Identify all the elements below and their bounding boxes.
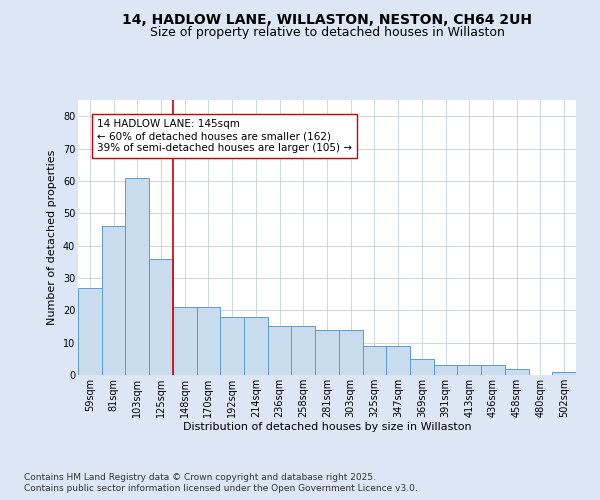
Text: 14, HADLOW LANE, WILLASTON, NESTON, CH64 2UH: 14, HADLOW LANE, WILLASTON, NESTON, CH64… (122, 12, 532, 26)
Bar (173, 307, 197, 375)
Bar (315, 330, 339, 375)
Text: Size of property relative to detached houses in Willaston: Size of property relative to detached ho… (149, 26, 505, 39)
Text: Contains public sector information licensed under the Open Government Licence v3: Contains public sector information licen… (24, 484, 418, 493)
Bar (434, 366, 457, 375)
Bar (505, 368, 529, 375)
Bar (362, 346, 386, 375)
Bar (149, 258, 173, 375)
Bar (268, 326, 292, 375)
Bar (220, 317, 244, 375)
Bar (457, 366, 481, 375)
Bar (102, 226, 125, 375)
Text: Distribution of detached houses by size in Willaston: Distribution of detached houses by size … (182, 422, 472, 432)
Bar (481, 366, 505, 375)
Bar (386, 346, 410, 375)
Text: Contains HM Land Registry data © Crown copyright and database right 2025.: Contains HM Land Registry data © Crown c… (24, 472, 376, 482)
Bar (552, 372, 576, 375)
Bar (78, 288, 102, 375)
Text: 14 HADLOW LANE: 145sqm
← 60% of detached houses are smaller (162)
39% of semi-de: 14 HADLOW LANE: 145sqm ← 60% of detached… (97, 120, 352, 152)
Bar (292, 326, 315, 375)
Bar (197, 307, 220, 375)
Bar (244, 317, 268, 375)
Bar (410, 359, 434, 375)
Y-axis label: Number of detached properties: Number of detached properties (47, 150, 57, 325)
Bar (339, 330, 362, 375)
Bar (125, 178, 149, 375)
